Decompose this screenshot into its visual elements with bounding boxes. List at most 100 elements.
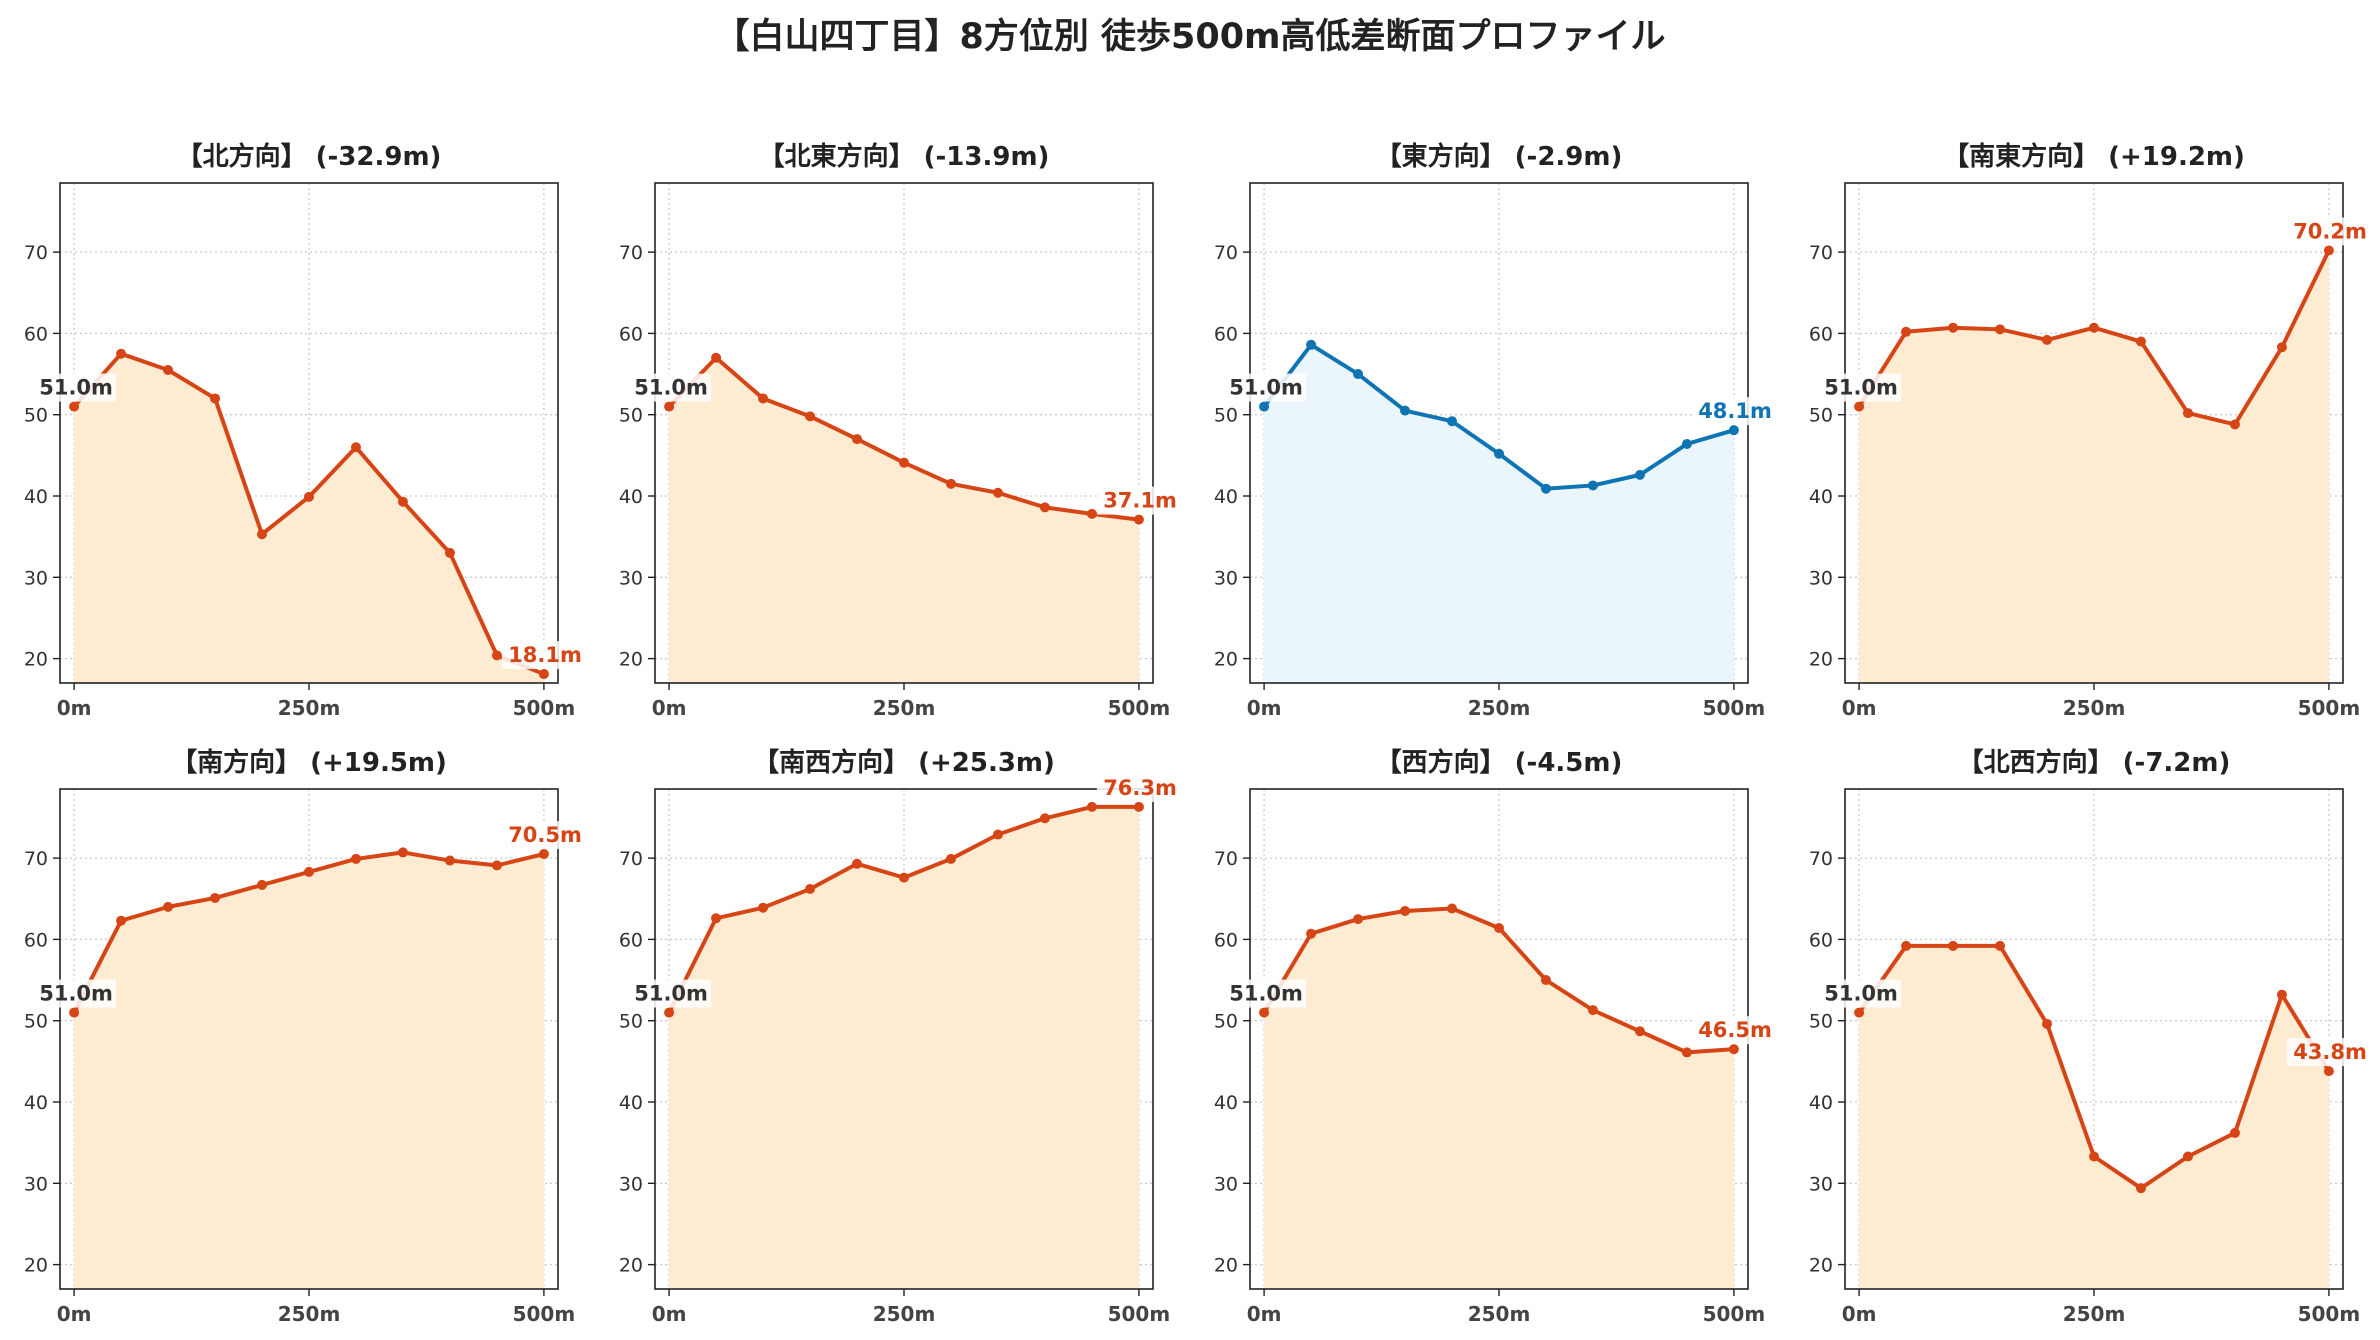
y-tick-label: 70: [24, 242, 48, 264]
y-tick-label: 20: [1214, 649, 1238, 671]
end-label: 37.1m: [1103, 489, 1177, 513]
panel-0: 【北方向】 (-32.9m) 20 30 40 50 60 70 0m 250m 500m 51.0…: [24, 141, 584, 720]
data-point: [1587, 480, 1598, 491]
data-point: [1728, 1044, 1739, 1055]
x-tick-label: 250m: [278, 1302, 341, 1326]
data-point: [1494, 923, 1504, 934]
panel-1: 【北東方向】 (-13.9m) 20 30 40 50 60 70 0m 250m 500m 51.…: [619, 141, 1179, 720]
y-tick-label: 60: [1214, 323, 1238, 345]
y-tick-label: 60: [1809, 323, 1833, 345]
data-point: [758, 902, 769, 913]
data-point: [2135, 1183, 2146, 1194]
y-tick-label: 40: [1214, 486, 1238, 508]
start-label: 51.0m: [39, 982, 113, 1006]
data-point: [945, 853, 956, 864]
end-label-box: [2286, 217, 2369, 246]
area-fill: [1264, 344, 1734, 683]
data-point: [1086, 508, 1097, 519]
end-label: 70.2m: [2293, 219, 2367, 243]
data-point: [1306, 339, 1317, 350]
y-tick-label: 50: [24, 1011, 48, 1033]
x-tick-label: 500m: [2298, 1302, 2361, 1326]
start-label-box: [1821, 373, 1902, 402]
area-fill: [669, 806, 1139, 1289]
data-point: [992, 487, 1003, 498]
data-point: [1447, 903, 1458, 914]
data-point: [210, 393, 221, 404]
panel-4: 【南方向】 (+19.5m) 20 30 40 50 60 70 0m 250m 500m 51.0…: [24, 747, 584, 1326]
data-point: [1494, 448, 1504, 459]
start-label-box: [1821, 979, 1902, 1008]
data-point: [664, 401, 675, 412]
data-point: [1133, 801, 1144, 812]
data-point: [397, 496, 408, 507]
data-point: [1681, 438, 1692, 449]
y-tick-label: 40: [619, 486, 643, 508]
y-tick-label: 60: [1809, 929, 1833, 951]
data-point: [2276, 342, 2287, 353]
data-point: [2276, 989, 2287, 1000]
data-point: [2135, 336, 2146, 347]
x-tick-label: 500m: [2298, 696, 2361, 720]
y-tick-label: 50: [1809, 405, 1833, 427]
panel-title: 【北西方向】 (-7.2m): [1958, 747, 2231, 778]
data-point: [210, 892, 221, 903]
start-label: 51.0m: [1824, 982, 1898, 1006]
data-point: [1133, 514, 1144, 525]
data-point: [350, 442, 361, 453]
x-tick-label: 250m: [1468, 1302, 1531, 1326]
data-point: [2042, 334, 2053, 345]
data-point: [852, 858, 863, 869]
data-point: [1681, 1047, 1692, 1058]
start-label-box: [36, 373, 117, 402]
y-tick-label: 60: [24, 929, 48, 951]
x-tick-label: 500m: [1108, 1302, 1171, 1326]
start-label-box: [631, 979, 712, 1008]
x-tick-label: 250m: [1468, 696, 1531, 720]
y-tick-label: 20: [1809, 1255, 1833, 1277]
data-point: [1854, 1007, 1865, 1018]
y-tick-label: 40: [1809, 1092, 1833, 1114]
end-label-box: [501, 641, 584, 670]
data-point: [945, 478, 956, 489]
x-tick-label: 500m: [1703, 696, 1766, 720]
end-label: 76.3m: [1103, 776, 1177, 800]
data-point: [2323, 245, 2334, 256]
y-tick-label: 30: [24, 1173, 48, 1195]
data-point: [711, 352, 722, 363]
end-label-box: [1691, 397, 1774, 426]
start-label: 51.0m: [634, 982, 708, 1006]
data-point: [1353, 914, 1364, 925]
data-point: [257, 879, 268, 890]
y-tick-label: 30: [1809, 1173, 1833, 1195]
area-fill: [1264, 908, 1734, 1289]
data-point: [2323, 1066, 2334, 1077]
y-tick-label: 50: [1809, 1011, 1833, 1033]
x-tick-label: 500m: [1108, 696, 1171, 720]
data-point: [1400, 905, 1411, 916]
data-point: [444, 855, 455, 866]
data-point: [1634, 469, 1645, 480]
start-label: 51.0m: [1229, 982, 1303, 1006]
data-point: [992, 829, 1003, 840]
y-tick-label: 20: [1809, 649, 1833, 671]
y-tick-label: 70: [1809, 848, 1833, 870]
panel-title: 【南方向】 (+19.5m): [171, 747, 447, 778]
start-label-box: [1226, 979, 1307, 1008]
y-tick-label: 60: [1214, 929, 1238, 951]
data-point: [69, 1007, 80, 1018]
y-tick-label: 60: [24, 323, 48, 345]
y-tick-label: 40: [1214, 1092, 1238, 1114]
data-point: [2229, 419, 2240, 430]
data-point: [1086, 801, 1097, 812]
area-fill: [74, 852, 544, 1289]
data-point: [1259, 401, 1270, 412]
y-tick-label: 30: [1214, 567, 1238, 589]
y-tick-label: 30: [24, 567, 48, 589]
data-point: [758, 393, 769, 404]
data-point: [2089, 1151, 2099, 1162]
data-point: [538, 849, 549, 860]
data-point: [899, 872, 909, 883]
y-tick-label: 60: [619, 323, 643, 345]
panel-5: 【南西方向】 (+25.3m) 20 30 40 50 60 70 0m 250m 500m 51.…: [619, 747, 1179, 1326]
